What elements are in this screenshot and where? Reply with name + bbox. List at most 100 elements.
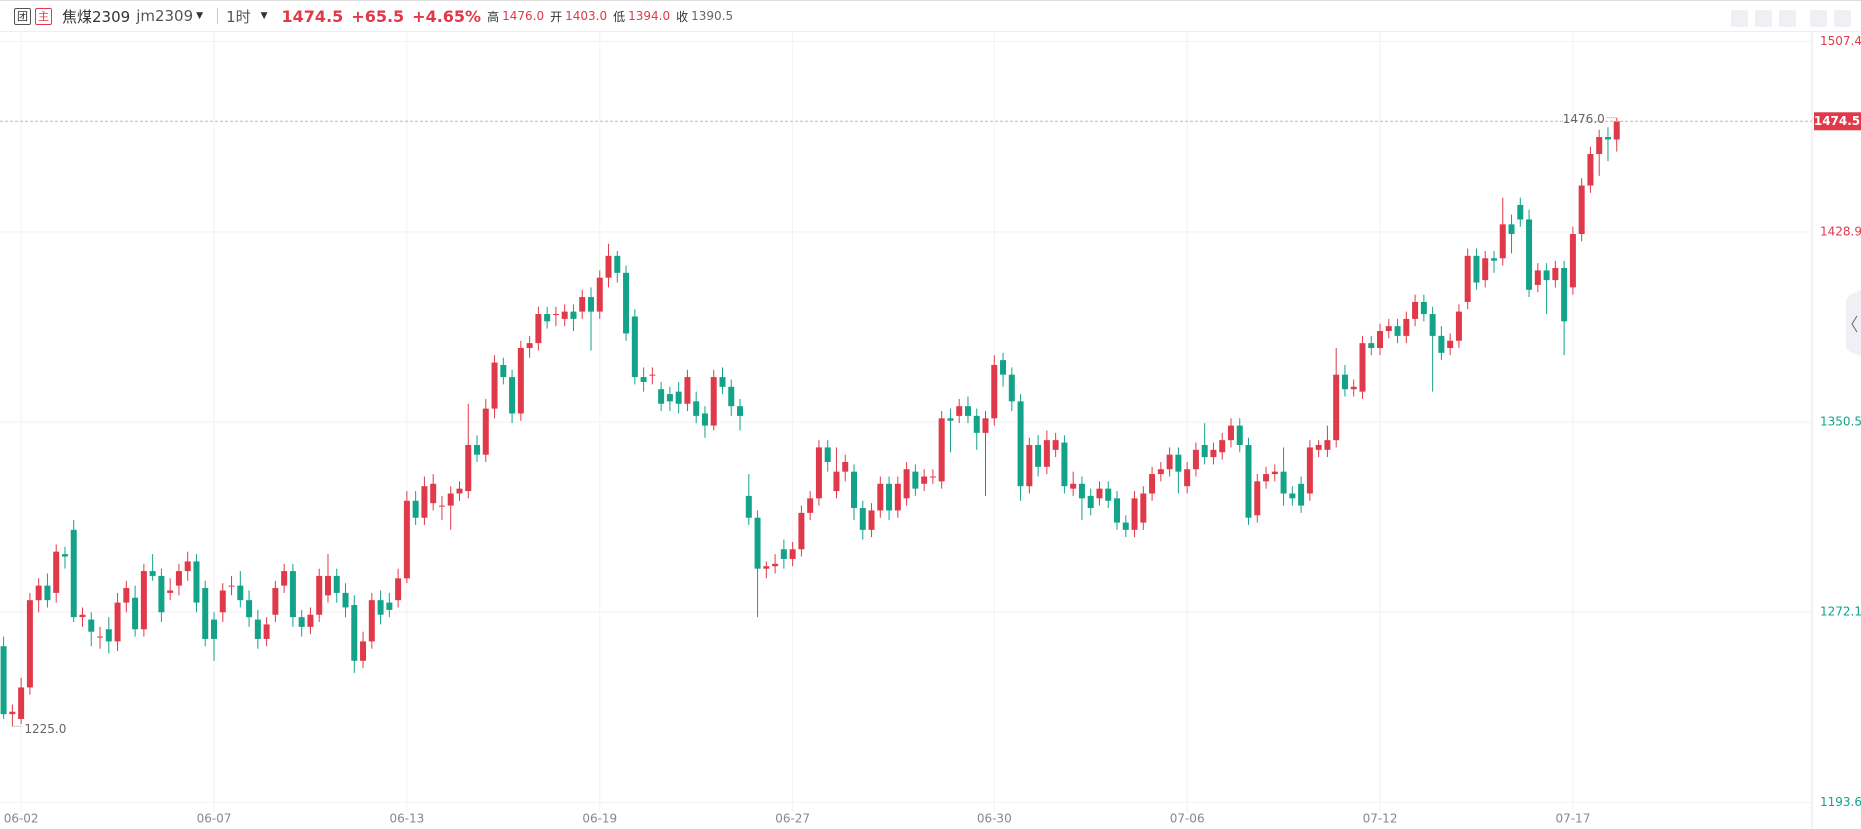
candle-body [763,566,770,569]
candle-body [1499,224,1506,259]
symbol-code[interactable]: jm2309 [136,7,194,25]
candle-body [658,389,665,404]
candle-body [561,311,568,319]
candle-body [1210,449,1217,458]
candle-body [1140,493,1147,523]
icon[interactable]: 团 [14,7,31,25]
y-tick-label: 1428.9 [1820,224,1861,238]
candle-body [570,311,577,319]
candle-body [1175,454,1182,472]
last-price-label: 1474.5 [1814,114,1860,128]
candle-body [1298,483,1305,506]
candle-body [175,571,182,586]
candle-body [1271,471,1278,475]
last-price-box [1814,112,1861,131]
candle-body [745,495,752,518]
dropdown[interactable]: ▼ [196,11,204,21]
candle-body [1078,483,1085,499]
candle-body [1280,471,1287,494]
candle-body [465,444,472,492]
candle-body [780,549,787,559]
candle-body [737,406,744,416]
candle-body [61,554,68,557]
candle-body [649,374,656,376]
tool-button[interactable] [1810,10,1827,27]
icon[interactable]: 主 [35,7,52,25]
candle-body [1394,326,1401,336]
candle-body [798,512,805,550]
candle-body [1447,340,1454,348]
candle-body [991,364,998,419]
candle-body [35,585,42,601]
tool-button[interactable] [1834,10,1851,27]
dropdown[interactable]: ▼ [260,11,268,21]
candle-body [1131,498,1138,530]
change: +65.5 [351,6,405,26]
candle-body [1219,440,1226,453]
candle-body [1254,481,1261,516]
tool-button[interactable] [1779,10,1796,27]
candle-body [438,505,445,507]
candle-body [1464,255,1471,302]
candle-body [1490,258,1497,261]
candle-body [587,297,594,312]
candle-body [1324,440,1331,450]
tool-button[interactable] [1731,10,1748,27]
candle-body [1517,204,1524,220]
candle-body [1377,331,1384,348]
candle-body [631,316,638,378]
candle-body [894,483,901,511]
candle-body [193,561,200,603]
candle-body [1114,498,1121,523]
candle-body [921,476,928,484]
candle-body [1341,374,1348,390]
candle-body [1350,386,1357,390]
x-tick-label: 06-19 [582,812,617,826]
candle-body [298,617,305,627]
candle-body [1455,311,1462,341]
candle-body [158,575,165,613]
candle-body [1236,425,1243,445]
candle-body [149,571,156,576]
y-tick-label: 1507.4 [1820,34,1861,48]
candle-body [79,614,86,618]
side-tab-arrow [1851,315,1858,333]
candle-body [482,408,489,455]
candle-body [132,597,139,630]
stat-label: 开 [550,9,563,24]
candle-body [1289,493,1296,499]
candle-body [544,314,551,322]
candle-body [640,377,647,382]
candle-body [1508,224,1515,235]
candle-body [1157,469,1164,475]
candle-body [44,585,51,601]
y-tick-label: 1193.6 [1820,795,1861,809]
x-tick-label: 06-30 [977,812,1012,826]
candle-body [1604,137,1611,140]
candle-body [1552,267,1559,281]
tool-button[interactable] [1755,10,1772,27]
stat-label: 收 [676,9,689,24]
candle-body [1192,449,1199,470]
side-tab[interactable] [1846,290,1861,356]
candle-body [807,498,814,513]
candle-body [360,641,367,661]
candle-body [666,394,673,402]
candle-body [316,575,323,615]
candle-body [1561,267,1568,322]
candle-body [1333,374,1340,441]
candle-body [263,624,270,639]
candle-body [272,588,279,615]
candle-body [1149,474,1156,494]
y-tick-label: 1350.5 [1820,414,1861,428]
candle-body [789,549,796,559]
stat-value: 1403.0 [565,9,608,23]
candle-body [1385,326,1392,332]
candle-body [754,517,761,569]
symbol-name: 焦煤2309 [62,7,131,26]
candle-body [886,483,893,511]
stat-value: 1476.0 [502,9,545,23]
period[interactable]: 1时 [226,7,251,26]
